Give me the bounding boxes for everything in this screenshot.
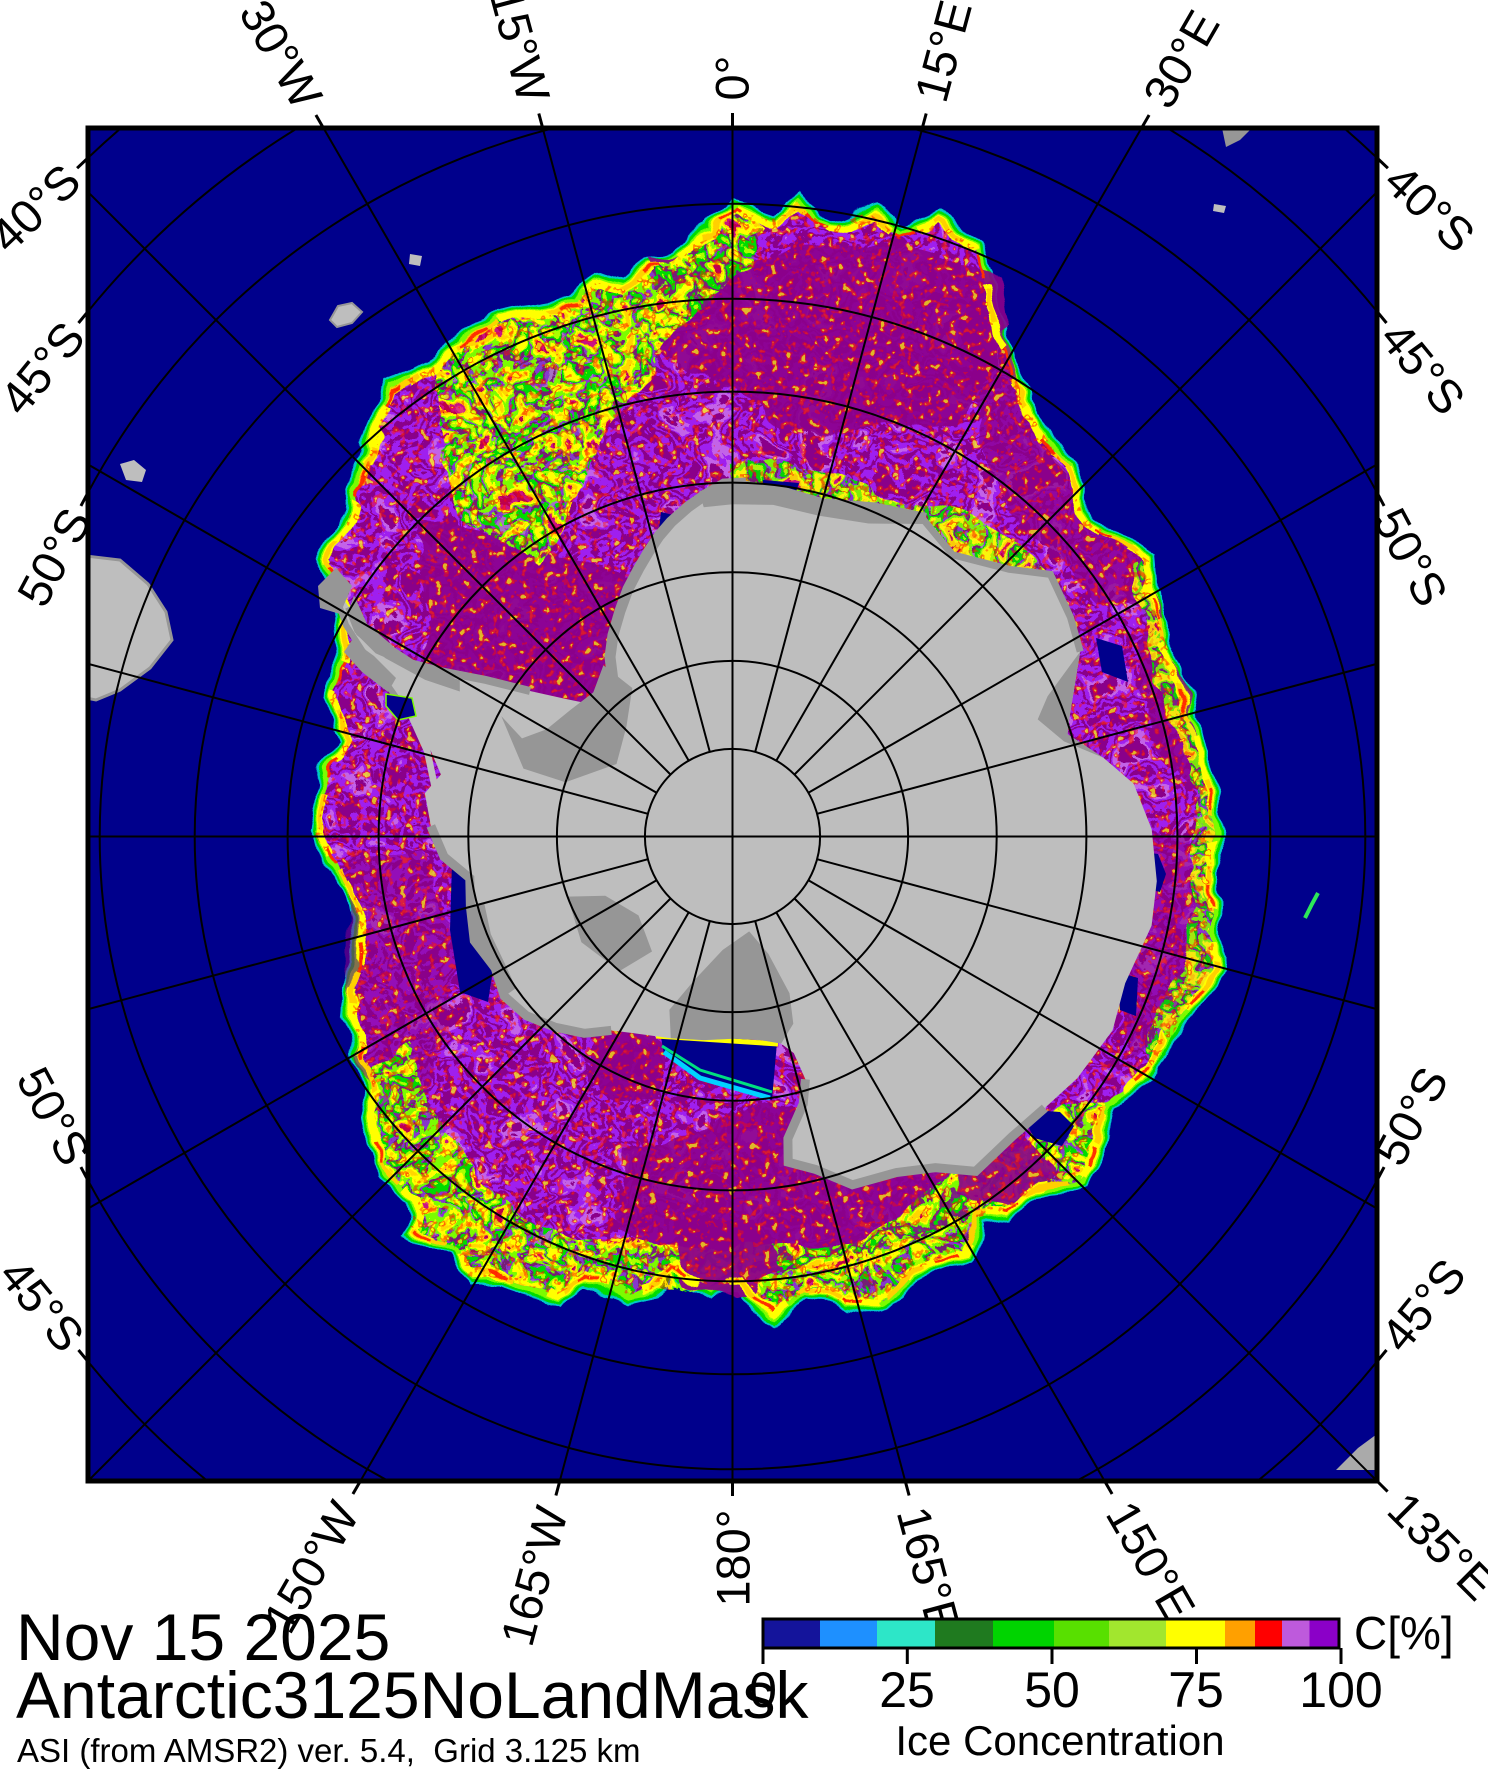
svg-text:25: 25 xyxy=(879,1662,935,1718)
svg-text:180°: 180° xyxy=(707,1509,760,1606)
svg-text:Nov 15 2025: Nov 15 2025 xyxy=(16,1600,390,1674)
svg-text:Antarctic3125NoLandMask: Antarctic3125NoLandMask xyxy=(16,1658,809,1732)
svg-text:100: 100 xyxy=(1299,1662,1382,1718)
svg-text:ASI (from AMSR2) ver. 5.4, Gr: ASI (from AMSR2) ver. 5.4, Grid 3.125 km xyxy=(17,1732,641,1769)
svg-text:0: 0 xyxy=(749,1662,777,1718)
svg-text:0°: 0° xyxy=(706,56,759,101)
svg-text:75: 75 xyxy=(1168,1662,1224,1718)
svg-text:Ice Concentration: Ice Concentration xyxy=(895,1717,1224,1764)
svg-text:C[%]: C[%] xyxy=(1354,1607,1454,1659)
svg-text:50: 50 xyxy=(1024,1662,1080,1718)
